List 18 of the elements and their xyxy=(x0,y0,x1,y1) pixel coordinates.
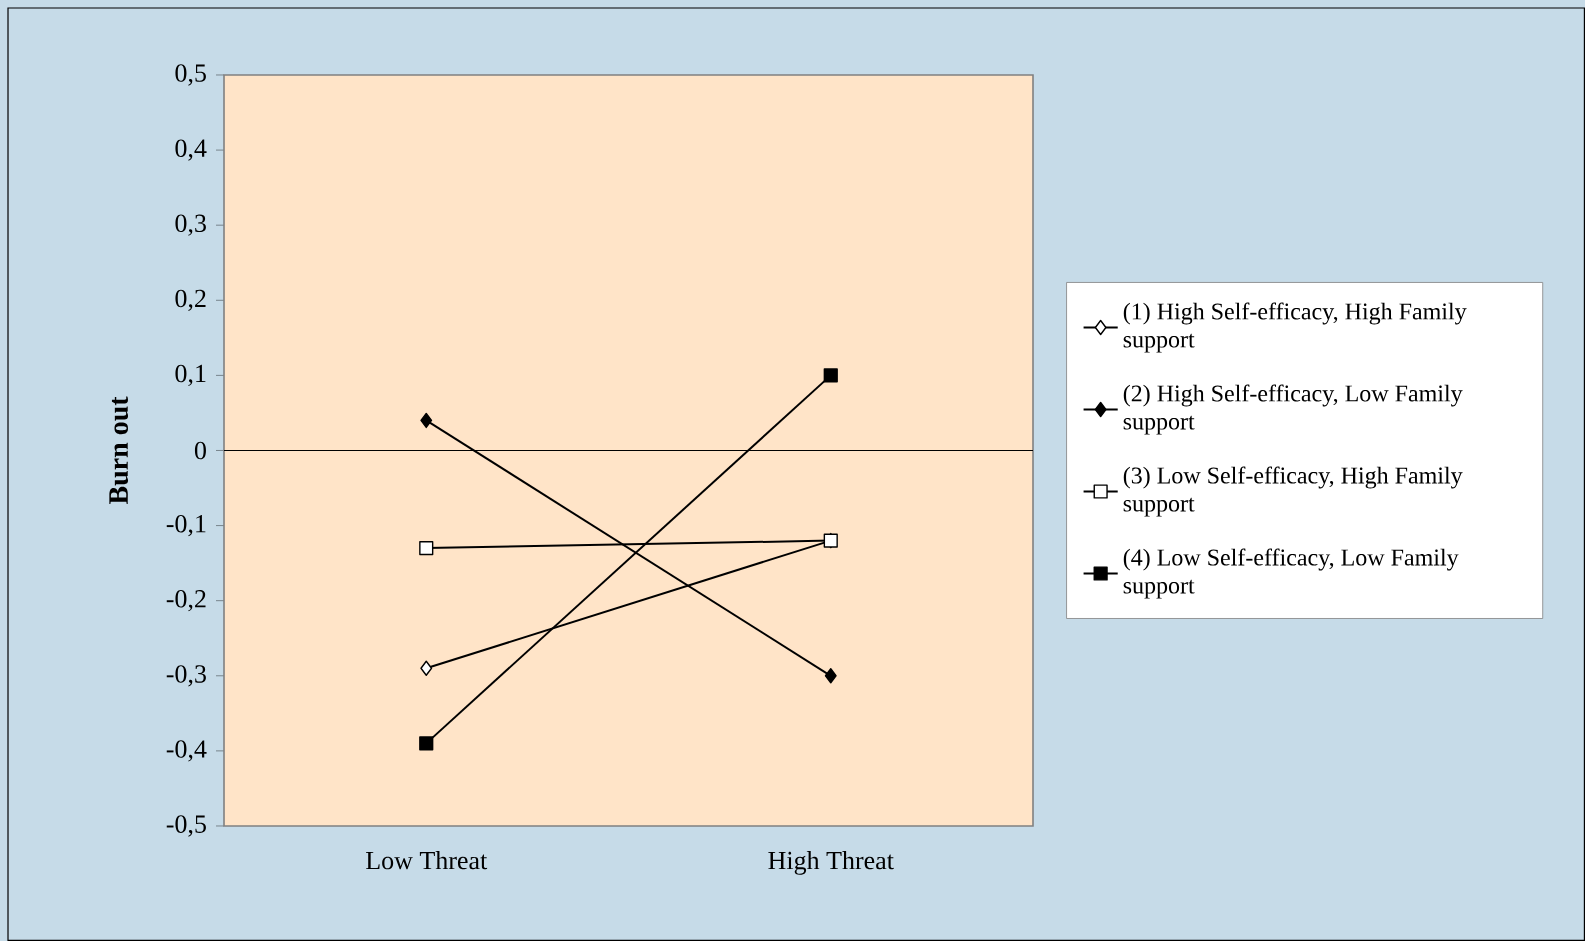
y-tick-label: 0,1 xyxy=(175,364,206,387)
y-tick-label: -0,5 xyxy=(166,815,206,837)
y-tick-label: 0,3 xyxy=(175,214,206,236)
y-tick-label: -0,1 xyxy=(166,514,206,537)
legend-label: (1) High Self-efficacy, High Family support xyxy=(1123,302,1467,353)
y-tick-label: -0,3 xyxy=(166,665,206,687)
y-tick-label: 0,4 xyxy=(175,139,207,161)
legend-label: (4) Low Self-efficacy, Low Family support xyxy=(1123,548,1459,599)
legend-label: (2) High Self-efficacy, Low Family support xyxy=(1123,384,1463,435)
y-tick-label: -0,2 xyxy=(166,590,206,612)
y-axis-title: Burn out xyxy=(109,396,129,505)
x-tick-label: Low Threat xyxy=(366,851,488,870)
y-tick-label: 0,5 xyxy=(175,64,206,86)
legend-label: (3) Low Self-efficacy, High Family support xyxy=(1123,466,1463,517)
y-tick-label: 0,2 xyxy=(175,289,206,311)
x-tick-label: High Threat xyxy=(768,851,894,875)
y-tick-label: 0 xyxy=(194,441,206,460)
y-tick-label: -0,4 xyxy=(166,740,207,762)
